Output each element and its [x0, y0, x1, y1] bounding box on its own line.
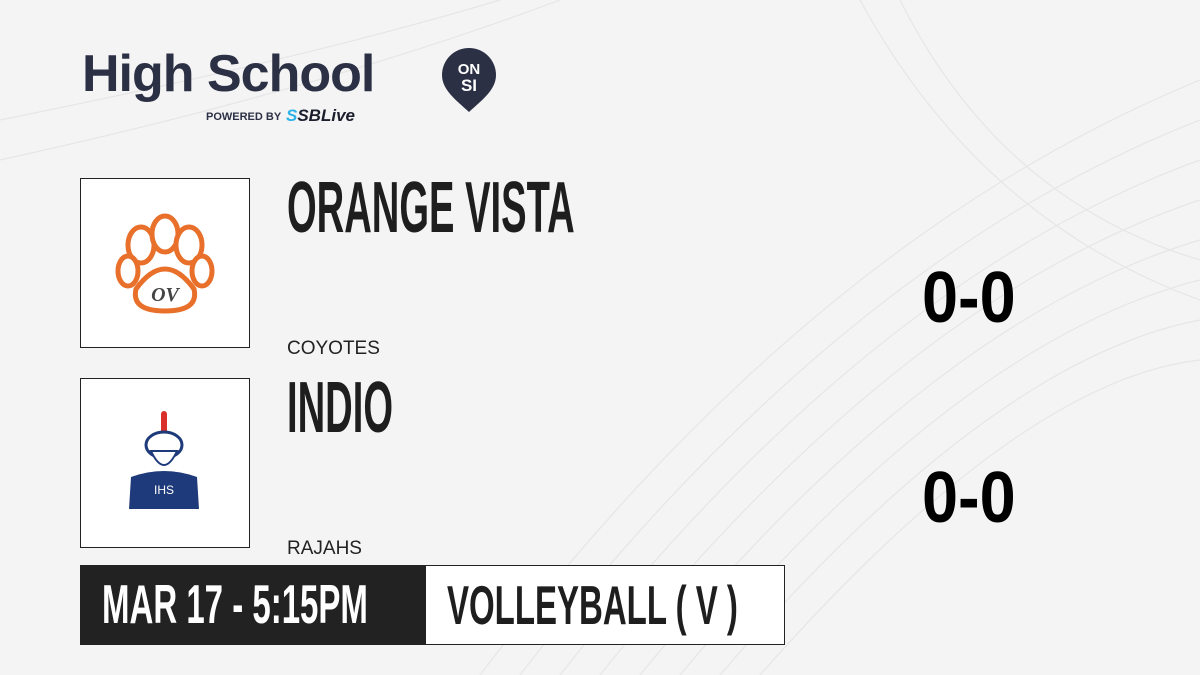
game-datetime: MAR 17 - 5:15PM [102, 573, 368, 635]
game-datetime-box: MAR 17 - 5:15PM [80, 565, 425, 645]
team-name: ORANGE VISTA [287, 168, 575, 248]
sblive-logo: SSBLive [286, 106, 355, 126]
team-logo-indio: IHS [80, 378, 250, 548]
paw-logo-icon: OV [115, 213, 215, 314]
sblive-mark: S [286, 106, 298, 125]
badge-top: ON [458, 61, 481, 78]
svg-text:OV: OV [151, 284, 180, 306]
game-sport: VOLLEYBALL ( V ) [447, 574, 738, 636]
team-score: 0-0 [922, 458, 1016, 538]
rajah-logo-icon: IHS [129, 411, 199, 509]
brand-title: High School [82, 45, 375, 103]
badge-bottom: SI [461, 76, 477, 95]
team-name: INDIO [287, 368, 394, 448]
on-si-pin-icon: ON SI [442, 48, 496, 112]
team-score: 0-0 [922, 258, 1016, 338]
game-sport-box: VOLLEYBALL ( V ) [425, 565, 785, 645]
team-logo-orange-vista: OV [80, 178, 250, 348]
team-mascot: RAJAHS [287, 538, 362, 559]
svg-text:IHS: IHS [154, 483, 174, 497]
sblive-name: SBLive [297, 106, 355, 125]
powered-by-label: POWERED BY [206, 111, 282, 123]
team-mascot: COYOTES [287, 338, 380, 359]
